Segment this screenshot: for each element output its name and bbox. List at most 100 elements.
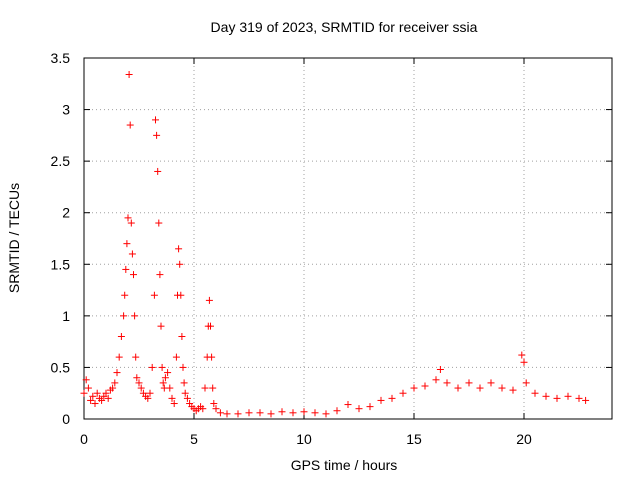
data-point — [172, 353, 180, 361]
y-tick-label: 3 — [62, 102, 70, 118]
data-point — [115, 353, 123, 361]
data-point — [102, 389, 110, 397]
data-point — [166, 384, 174, 392]
data-point — [223, 410, 231, 418]
data-point — [159, 379, 167, 387]
data-point — [122, 265, 130, 273]
data-point — [476, 384, 484, 392]
data-point — [130, 271, 137, 279]
data-point — [113, 369, 121, 377]
x-tick-label: 5 — [190, 431, 198, 447]
data-point — [355, 405, 363, 413]
y-tick-label: 0.5 — [51, 359, 71, 375]
y-tick-label: 3.5 — [51, 50, 71, 66]
x-axis-label: GPS time / hours — [291, 457, 398, 473]
data-point — [518, 351, 526, 359]
x-tick-label: 20 — [516, 431, 532, 447]
data-point — [168, 394, 176, 402]
data-point — [125, 71, 133, 79]
data-point — [137, 384, 145, 392]
y-axis-label: SRMTID / TECUs — [6, 183, 22, 293]
data-point — [300, 408, 308, 416]
data-point — [180, 379, 188, 387]
y-tick-label: 1 — [62, 308, 70, 324]
data-point — [158, 363, 166, 371]
axis-ticks — [83, 57, 612, 420]
data-point — [553, 394, 561, 402]
data-point — [104, 394, 112, 402]
data-point — [289, 409, 297, 417]
data-point — [126, 121, 134, 129]
data-point — [128, 250, 136, 258]
data-point — [111, 379, 119, 387]
data-point — [399, 389, 407, 397]
data-point — [256, 409, 264, 417]
data-point — [152, 116, 159, 124]
data-point — [210, 400, 218, 408]
x-tick-label: 15 — [406, 431, 422, 447]
data-point — [443, 379, 451, 387]
data-point — [498, 384, 506, 392]
y-tick-labels: 0 0.5 1 1.5 2 2.5 3 3.5 — [51, 50, 71, 427]
data-point — [436, 365, 444, 373]
data-point — [487, 379, 495, 387]
data-point — [322, 410, 330, 418]
data-point — [164, 369, 172, 377]
data-point — [178, 332, 186, 340]
data-point — [154, 167, 162, 175]
data-point — [93, 389, 101, 397]
data-point — [170, 400, 178, 408]
data-point — [209, 384, 217, 392]
y-tick-label: 2.5 — [51, 153, 71, 169]
chart-title: Day 319 of 2023, SRMTID for receiver ssi… — [211, 19, 478, 35]
data-point — [216, 409, 224, 417]
data-point — [344, 401, 352, 409]
data-point — [454, 384, 462, 392]
data-point — [582, 396, 590, 404]
data-point — [333, 407, 341, 415]
data-point — [84, 384, 92, 392]
data-point — [201, 384, 209, 392]
data-point — [124, 214, 132, 222]
plot-frame — [83, 57, 613, 420]
data-point — [366, 403, 374, 411]
data-point — [564, 392, 572, 400]
data-point — [509, 386, 517, 394]
y-tick-label: 1.5 — [51, 256, 71, 272]
data-point — [177, 291, 185, 299]
data-point — [176, 260, 184, 268]
data-point — [212, 405, 220, 413]
data-point — [135, 379, 143, 387]
data-point — [542, 392, 550, 400]
data-point — [575, 394, 583, 402]
data-point — [123, 240, 131, 248]
data-point — [311, 409, 319, 417]
data-point — [205, 296, 213, 304]
data-point — [161, 374, 169, 382]
data-point — [121, 291, 129, 299]
data-point — [80, 389, 88, 397]
data-point — [153, 131, 161, 139]
data-point — [183, 394, 191, 402]
data-point — [388, 394, 396, 402]
data-point — [117, 332, 125, 340]
data-point — [148, 363, 156, 371]
x-tick-label: 10 — [296, 431, 312, 447]
y-tick-label: 2 — [62, 205, 70, 221]
data-point — [421, 382, 429, 390]
grid-lines — [84, 58, 612, 419]
data-point — [155, 219, 163, 227]
data-point — [120, 312, 128, 320]
x-tick-labels: 0 5 10 15 20 — [80, 431, 532, 447]
data-point — [146, 389, 154, 397]
data-point — [245, 409, 253, 417]
data-point — [181, 389, 189, 397]
data-point — [87, 396, 95, 404]
data-point — [150, 291, 158, 299]
y-tick-label: 0 — [62, 411, 70, 427]
data-point — [131, 312, 139, 320]
data-point — [522, 379, 530, 387]
data-point — [132, 353, 140, 361]
data-point — [234, 410, 242, 418]
